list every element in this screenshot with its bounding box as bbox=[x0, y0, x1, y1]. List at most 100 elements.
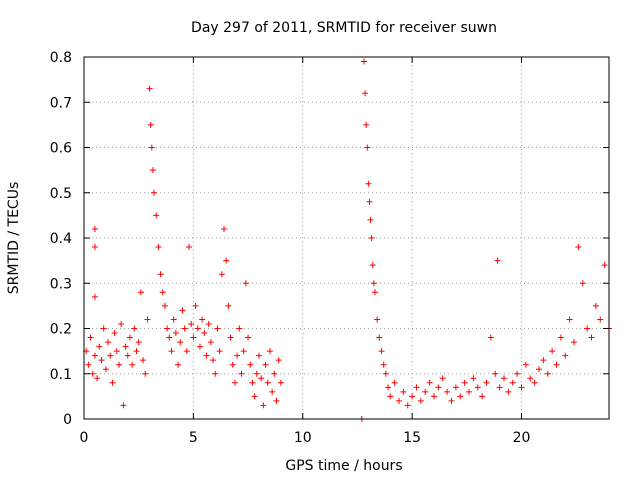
data-point bbox=[496, 384, 503, 391]
data-point bbox=[126, 334, 133, 341]
data-point bbox=[131, 325, 138, 332]
data-point bbox=[155, 244, 162, 251]
data-point bbox=[364, 144, 371, 151]
data-point bbox=[368, 235, 375, 241]
data-point bbox=[363, 121, 370, 128]
data-point bbox=[518, 384, 525, 391]
data-point bbox=[417, 397, 424, 404]
data-point bbox=[391, 379, 398, 386]
data-point bbox=[396, 397, 402, 404]
data-point bbox=[448, 397, 455, 404]
x-tick-label: 15 bbox=[403, 430, 421, 446]
data-point bbox=[376, 334, 383, 341]
data-point bbox=[592, 302, 599, 309]
data-point bbox=[196, 343, 203, 350]
data-point bbox=[494, 257, 501, 264]
data-point bbox=[380, 361, 387, 368]
data-point bbox=[151, 189, 157, 196]
data-point bbox=[426, 379, 433, 386]
data-point bbox=[207, 339, 214, 346]
data-point bbox=[113, 348, 120, 355]
data-point bbox=[98, 357, 105, 364]
data-point bbox=[147, 121, 154, 128]
data-point bbox=[378, 348, 385, 355]
data-point bbox=[382, 370, 389, 377]
x-tick-label: 20 bbox=[513, 430, 531, 446]
data-point bbox=[266, 348, 273, 355]
x-tick-label: 10 bbox=[294, 430, 312, 446]
data-point bbox=[273, 397, 280, 404]
data-point bbox=[385, 384, 392, 391]
data-point bbox=[277, 379, 284, 386]
x-axis-label: GPS time / hours bbox=[285, 458, 402, 474]
data-point bbox=[422, 388, 429, 395]
data-point bbox=[164, 325, 171, 332]
data-point bbox=[479, 393, 486, 400]
data-points bbox=[83, 58, 612, 422]
y-axis-label: SRMTID / TECUs bbox=[6, 182, 22, 295]
data-point bbox=[149, 167, 156, 174]
data-point bbox=[218, 271, 225, 278]
data-point bbox=[387, 393, 394, 400]
data-point bbox=[509, 379, 516, 386]
data-point bbox=[258, 375, 265, 382]
data-point bbox=[172, 330, 179, 337]
data-point bbox=[371, 289, 378, 296]
data-point bbox=[522, 361, 529, 368]
data-point bbox=[201, 330, 208, 337]
data-point bbox=[238, 370, 245, 377]
data-point bbox=[148, 144, 155, 151]
data-point bbox=[192, 302, 199, 309]
data-point bbox=[214, 325, 221, 332]
data-point bbox=[105, 339, 112, 346]
data-point bbox=[116, 361, 122, 368]
data-point bbox=[361, 58, 367, 65]
data-point bbox=[129, 361, 136, 368]
data-point bbox=[194, 325, 201, 332]
data-point bbox=[452, 384, 459, 391]
data-point bbox=[370, 280, 377, 287]
data-point bbox=[457, 393, 464, 400]
data-point bbox=[413, 384, 420, 391]
data-point bbox=[111, 330, 118, 337]
data-point bbox=[166, 334, 173, 341]
data-point bbox=[367, 216, 374, 223]
data-point bbox=[210, 357, 217, 364]
y-tick-label: 0.8 bbox=[50, 50, 72, 66]
data-point bbox=[188, 320, 195, 327]
data-point bbox=[89, 370, 96, 377]
data-point bbox=[242, 280, 249, 287]
data-point bbox=[362, 90, 369, 97]
data-point bbox=[216, 348, 223, 355]
data-point bbox=[247, 361, 254, 368]
data-point bbox=[137, 289, 144, 296]
data-point bbox=[553, 361, 560, 368]
y-tick-label: 0 bbox=[63, 412, 72, 428]
data-point bbox=[597, 316, 604, 323]
data-point bbox=[439, 375, 446, 382]
data-point bbox=[179, 307, 186, 314]
data-point bbox=[102, 366, 109, 373]
data-point bbox=[183, 348, 190, 355]
data-point bbox=[199, 316, 206, 323]
data-point bbox=[120, 402, 127, 409]
data-point bbox=[579, 280, 586, 287]
data-point bbox=[91, 293, 98, 300]
data-point bbox=[531, 379, 538, 386]
data-point bbox=[94, 375, 101, 382]
data-point bbox=[133, 348, 140, 355]
data-point bbox=[566, 316, 573, 323]
data-point bbox=[240, 348, 247, 355]
data-point bbox=[245, 334, 252, 341]
data-point bbox=[236, 325, 243, 332]
data-point bbox=[109, 379, 116, 386]
y-tick-label: 0.2 bbox=[50, 322, 72, 338]
data-point bbox=[264, 379, 271, 386]
y-tick-label: 0.6 bbox=[50, 141, 72, 157]
data-point bbox=[177, 339, 184, 346]
data-point bbox=[91, 225, 98, 232]
data-point bbox=[501, 375, 507, 382]
data-point bbox=[203, 352, 210, 359]
data-point bbox=[118, 320, 125, 327]
